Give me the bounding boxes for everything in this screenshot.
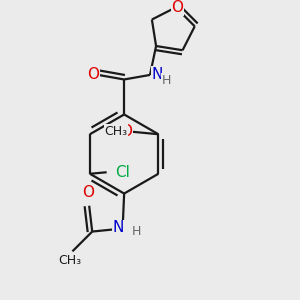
Text: N: N	[152, 67, 163, 82]
Text: H: H	[132, 225, 141, 238]
Text: H: H	[162, 74, 171, 87]
Text: O: O	[82, 185, 94, 200]
Text: O: O	[120, 124, 132, 139]
Text: O: O	[171, 0, 183, 15]
Text: CH₃: CH₃	[58, 254, 82, 267]
Text: Cl: Cl	[115, 165, 130, 180]
Text: N: N	[113, 220, 124, 236]
Text: O: O	[87, 68, 99, 82]
Text: CH₃: CH₃	[104, 125, 128, 138]
